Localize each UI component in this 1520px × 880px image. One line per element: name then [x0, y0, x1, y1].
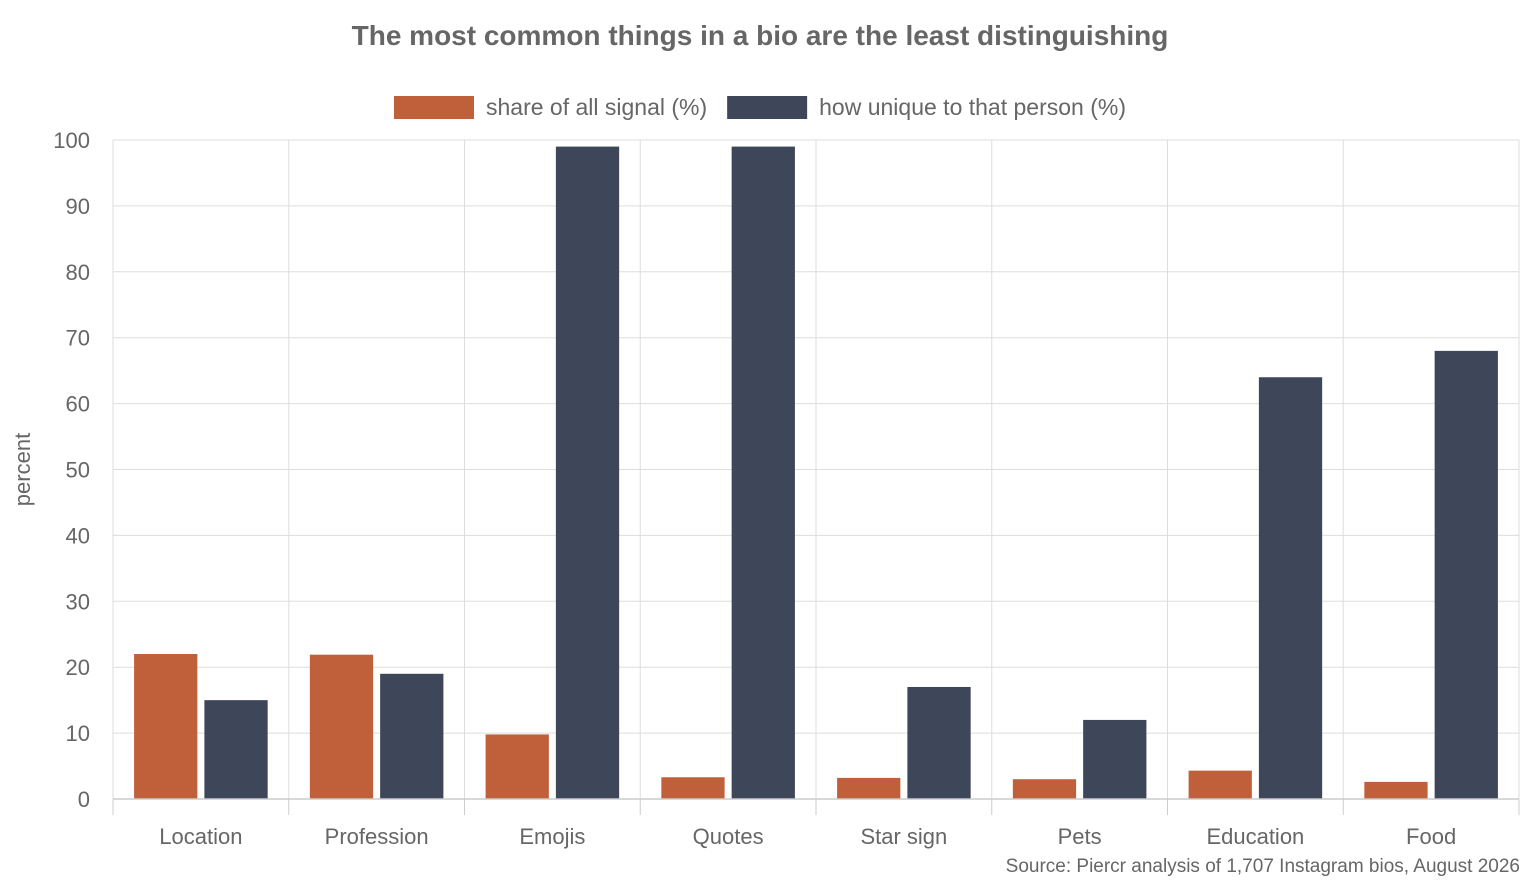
source-note: Source: Piercr analysis of 1,707 Instagr…: [1005, 856, 1520, 877]
legend-swatch-1: [393, 96, 474, 119]
legend-label-1: share of all signal (%): [486, 94, 707, 120]
x-tick-label: Food: [1406, 824, 1456, 849]
legend-label-2: how unique to that person (%): [819, 94, 1126, 120]
bar-education-series-1: [1188, 770, 1252, 799]
bar-profession-series-2: [380, 673, 444, 799]
x-tick-label: Profession: [325, 824, 429, 849]
bar-food-series-2: [1434, 350, 1498, 799]
bar-chart: 0 10 20 30 40 50 60 70 80 90 100 Location Profession…: [10, 94, 1520, 849]
legend: share of all signal (%) how unique to tha…: [393, 94, 1126, 120]
bar-profession-series-1: [309, 654, 374, 799]
x-tick-label: Education: [1206, 824, 1304, 849]
y-tick-label: 60: [66, 392, 90, 417]
gridlines: [112, 139, 1520, 799]
chart-title: The most common things in a bio are the …: [351, 20, 1169, 51]
y-tick-label: 80: [66, 260, 90, 285]
axes: 0 10 20 30 40 50 60 70 80 90 100 Location Profession…: [53, 128, 1520, 849]
bar-pets-series-1: [1012, 779, 1077, 799]
y-tick-label: 40: [66, 523, 90, 548]
bar-quotes-series-2: [731, 146, 795, 800]
bar-emojis-series-2: [555, 146, 620, 800]
bars: [134, 146, 1498, 800]
x-tick-label: Location: [159, 824, 242, 849]
bar-location-series-1: [134, 654, 198, 799]
bar-education-series-2: [1258, 377, 1323, 799]
y-tick-label: 20: [66, 655, 90, 680]
bar-star-sign-series-1: [837, 777, 901, 799]
y-tick-label: 10: [66, 721, 90, 746]
x-tick-label: Star sign: [860, 824, 947, 849]
bar-emojis-series-1: [485, 734, 549, 799]
y-tick-label: 50: [66, 458, 90, 483]
x-tick-label: Pets: [1058, 824, 1102, 849]
bar-star-sign-series-2: [907, 686, 971, 799]
bar-pets-series-2: [1083, 719, 1147, 799]
y-axis-title: percent: [10, 433, 35, 506]
y-tick-label: 100: [53, 128, 90, 153]
y-tick-label: 0: [78, 787, 90, 812]
bar-location-series-2: [204, 700, 268, 799]
bar-quotes-series-1: [661, 777, 725, 799]
y-tick-label: 30: [66, 589, 90, 614]
x-tick-label: Quotes: [693, 824, 764, 849]
bar-food-series-1: [1364, 781, 1428, 799]
x-tick-label: Emojis: [519, 824, 585, 849]
y-tick-label: 90: [66, 194, 90, 219]
y-tick-label: 70: [66, 326, 90, 351]
legend-swatch-2: [727, 96, 808, 119]
